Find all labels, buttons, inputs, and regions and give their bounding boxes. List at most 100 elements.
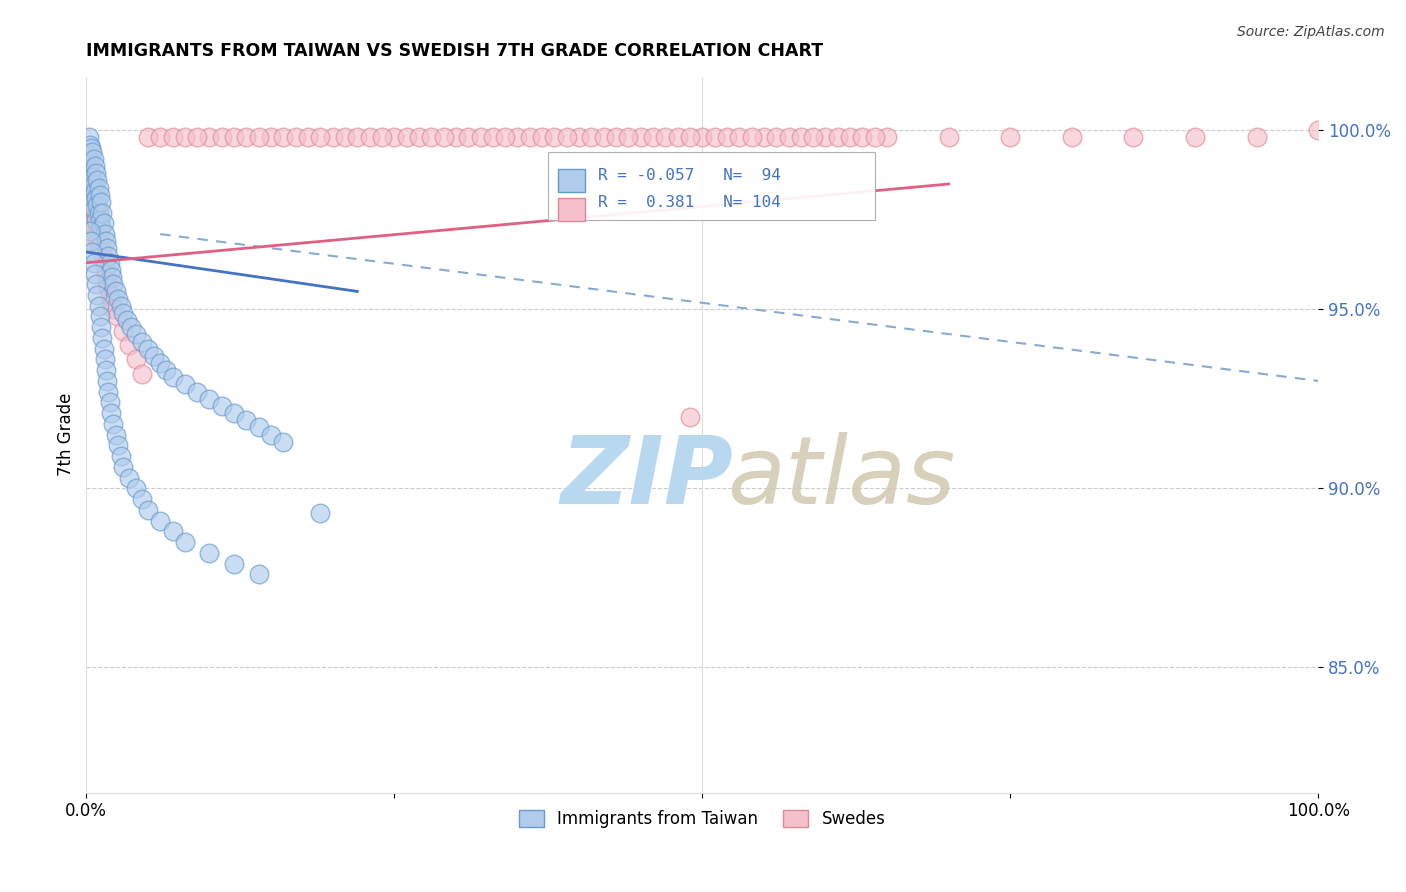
Point	[1122, 130, 1144, 145]
Point	[77, 166, 100, 180]
Point	[247, 567, 270, 582]
Text: R =  0.381   N= 104: R = 0.381 N= 104	[598, 195, 780, 211]
Point	[938, 130, 960, 145]
Point	[851, 130, 873, 145]
Point	[703, 130, 725, 145]
Point	[84, 209, 107, 223]
Point	[581, 130, 603, 145]
Point	[118, 470, 141, 484]
Point	[568, 130, 591, 145]
Point	[1246, 130, 1268, 145]
Point	[198, 392, 221, 406]
Point	[94, 235, 117, 249]
Point	[79, 173, 101, 187]
Point	[94, 227, 117, 241]
Point	[346, 130, 368, 145]
Point	[90, 219, 112, 234]
Point	[260, 130, 283, 145]
Point	[309, 507, 332, 521]
Point	[198, 546, 221, 560]
Point	[120, 320, 142, 334]
Point	[186, 384, 208, 399]
Text: R = -0.057   N=  94: R = -0.057 N= 94	[598, 168, 780, 183]
Point	[94, 363, 117, 377]
Text: IMMIGRANTS FROM TAIWAN VS SWEDISH 7TH GRADE CORRELATION CHART: IMMIGRANTS FROM TAIWAN VS SWEDISH 7TH GR…	[86, 42, 824, 60]
Point	[654, 130, 676, 145]
Point	[741, 130, 763, 145]
Point	[482, 130, 505, 145]
Point	[752, 130, 775, 145]
Point	[457, 130, 479, 145]
Point	[79, 137, 101, 152]
Point	[605, 130, 627, 145]
Point	[90, 194, 112, 209]
Point	[641, 130, 664, 145]
Point	[79, 191, 101, 205]
Point	[84, 202, 107, 216]
Point	[76, 177, 98, 191]
FancyBboxPatch shape	[548, 152, 875, 219]
Point	[103, 277, 125, 292]
Point	[224, 557, 246, 571]
Point	[1184, 130, 1206, 145]
Point	[149, 356, 172, 370]
Point	[83, 202, 105, 216]
Point	[322, 130, 344, 145]
Point	[408, 130, 430, 145]
Point	[97, 281, 120, 295]
Point	[149, 514, 172, 528]
Point	[96, 374, 118, 388]
Point	[107, 438, 129, 452]
Point	[149, 130, 172, 145]
Point	[630, 130, 652, 145]
Point	[876, 130, 898, 145]
Point	[80, 198, 103, 212]
Point	[94, 352, 117, 367]
FancyBboxPatch shape	[558, 198, 585, 221]
FancyBboxPatch shape	[558, 169, 585, 192]
Point	[333, 130, 356, 145]
Point	[89, 310, 111, 324]
Point	[617, 130, 640, 145]
Point	[131, 334, 153, 349]
Point	[107, 292, 129, 306]
Point	[79, 223, 101, 237]
Point	[94, 267, 117, 281]
Point	[103, 417, 125, 431]
Point	[87, 180, 110, 194]
Point	[100, 406, 122, 420]
Point	[666, 130, 689, 145]
Point	[371, 130, 394, 145]
Point	[89, 187, 111, 202]
Point	[84, 267, 107, 281]
Point	[104, 285, 127, 299]
Point	[87, 223, 110, 237]
Point	[103, 302, 125, 317]
Point	[82, 245, 104, 260]
Point	[155, 363, 177, 377]
Point	[519, 130, 541, 145]
Point	[79, 177, 101, 191]
Point	[863, 130, 886, 145]
Point	[89, 230, 111, 244]
Point	[162, 130, 184, 145]
Point	[1308, 123, 1330, 137]
Point	[98, 288, 121, 302]
Point	[359, 130, 381, 145]
Point	[98, 256, 121, 270]
Point	[235, 130, 257, 145]
Point	[395, 130, 418, 145]
Point	[76, 159, 98, 173]
Point	[728, 130, 751, 145]
Point	[97, 249, 120, 263]
Point	[284, 130, 307, 145]
Point	[91, 205, 114, 219]
Point	[96, 274, 118, 288]
Point	[173, 535, 195, 549]
Point	[198, 130, 221, 145]
Point	[118, 338, 141, 352]
Point	[136, 342, 159, 356]
Point	[592, 130, 614, 145]
Point	[84, 191, 107, 205]
Point	[83, 212, 105, 227]
